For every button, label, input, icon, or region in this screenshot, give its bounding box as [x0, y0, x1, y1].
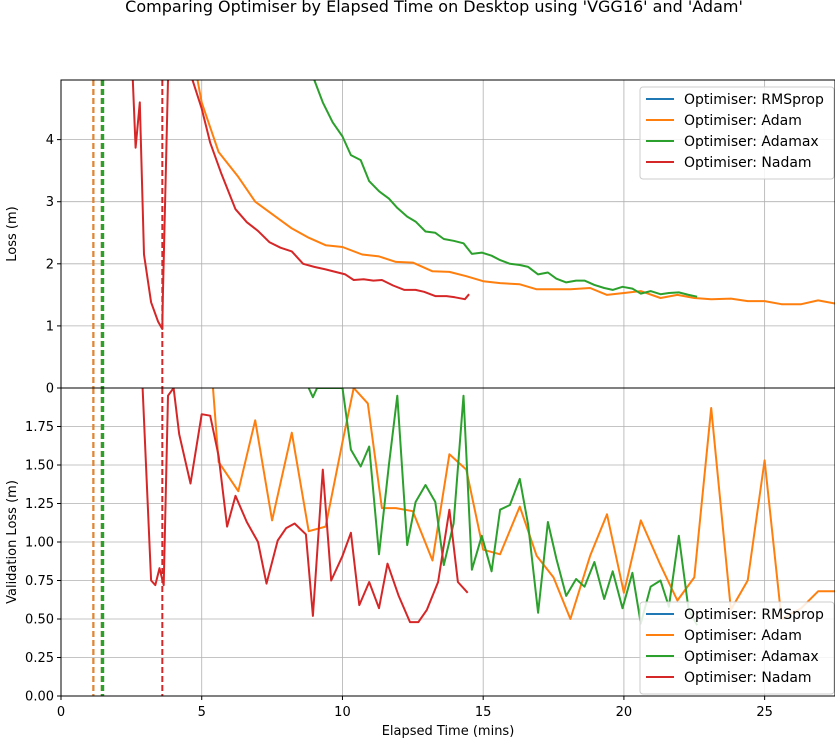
- validation-y-axis-label: Validation Loss (m): [5, 480, 20, 604]
- legend-label-optimiser-adamax: Optimiser: Adamax: [684, 134, 819, 150]
- validation-vlines: [92, 388, 164, 696]
- x-tick-label: 10: [334, 705, 351, 720]
- chart-title: Comparing Optimiser by Elapsed Time on D…: [125, 0, 743, 16]
- loss-legend: Optimiser: RMSprop Optimiser: Adam Optimis…: [639, 86, 835, 180]
- x-tick-label: 5: [198, 705, 206, 720]
- legend-label-optimiser-adam: Optimiser: Adam: [684, 628, 802, 644]
- series-line-optimiser-adamax: [307, 388, 698, 626]
- x-axis-label: Elapsed Time (mins): [382, 724, 515, 739]
- legend-label-optimiser-adamax: Optimiser: Adamax: [684, 649, 819, 665]
- y-tick-label: 0.00: [25, 690, 54, 705]
- y-tick-label: 1.50: [25, 459, 54, 474]
- series-line-optimiser-adam: [212, 388, 835, 620]
- series-line-optimiser-nadam: [141, 388, 469, 624]
- y-tick-label: 1.00: [25, 536, 54, 551]
- loss-y-ticks: 0 1 2 3 4: [46, 133, 61, 397]
- x-tick-label: 25: [756, 705, 773, 720]
- validation-y-ticks: 0.00 0.25 0.50 0.75 1.00 1.25 1.50 1.75: [25, 420, 61, 705]
- x-tick-label: 15: [475, 705, 492, 720]
- legend-label-optimiser-nadam: Optimiser: Nadam: [684, 670, 812, 686]
- validation-loss-panel: 0.00 0.25 0.50 0.75 1.00 1.25 1.50 1.75 Validat…: [5, 387, 835, 705]
- legend-label-optimiser-rmsprop: Optimiser: RMSprop: [684, 92, 824, 108]
- y-tick-label: 0: [46, 382, 54, 397]
- x-ticks: 0 5 10 15 20 25: [57, 696, 773, 720]
- y-tick-label: 4: [46, 133, 54, 148]
- y-tick-label: 0.75: [25, 574, 54, 589]
- y-tick-label: 3: [46, 195, 54, 210]
- x-tick-label: 0: [57, 705, 65, 720]
- legend-label-optimiser-rmsprop: Optimiser: RMSprop: [684, 607, 824, 623]
- series-line-optimiser-nadam: [131, 80, 470, 330]
- y-tick-label: 1: [46, 319, 54, 334]
- legend-label-optimiser-nadam: Optimiser: Nadam: [684, 155, 812, 171]
- y-tick-label: 1.75: [25, 420, 54, 435]
- y-tick-label: 0.50: [25, 613, 54, 628]
- series-line-optimiser-adam: [196, 80, 835, 306]
- y-tick-label: 1.25: [25, 497, 54, 512]
- series-line-optimiser-adamax: [313, 80, 698, 298]
- legend-label-optimiser-adam: Optimiser: Adam: [684, 113, 802, 129]
- validation-legend: Optimiser: RMSprop Optimiser: Adam Optimis…: [639, 601, 835, 695]
- x-tick-label: 20: [616, 705, 633, 720]
- legend-box: [639, 601, 835, 695]
- y-tick-label: 0.25: [25, 651, 54, 666]
- y-tick-label: 2: [46, 257, 54, 272]
- legend-box: [639, 86, 835, 180]
- loss-series-lines: [131, 80, 835, 330]
- validation-series-lines: [141, 388, 835, 626]
- loss-y-axis-label: Loss (m): [5, 206, 20, 261]
- loss-vlines: [92, 80, 164, 388]
